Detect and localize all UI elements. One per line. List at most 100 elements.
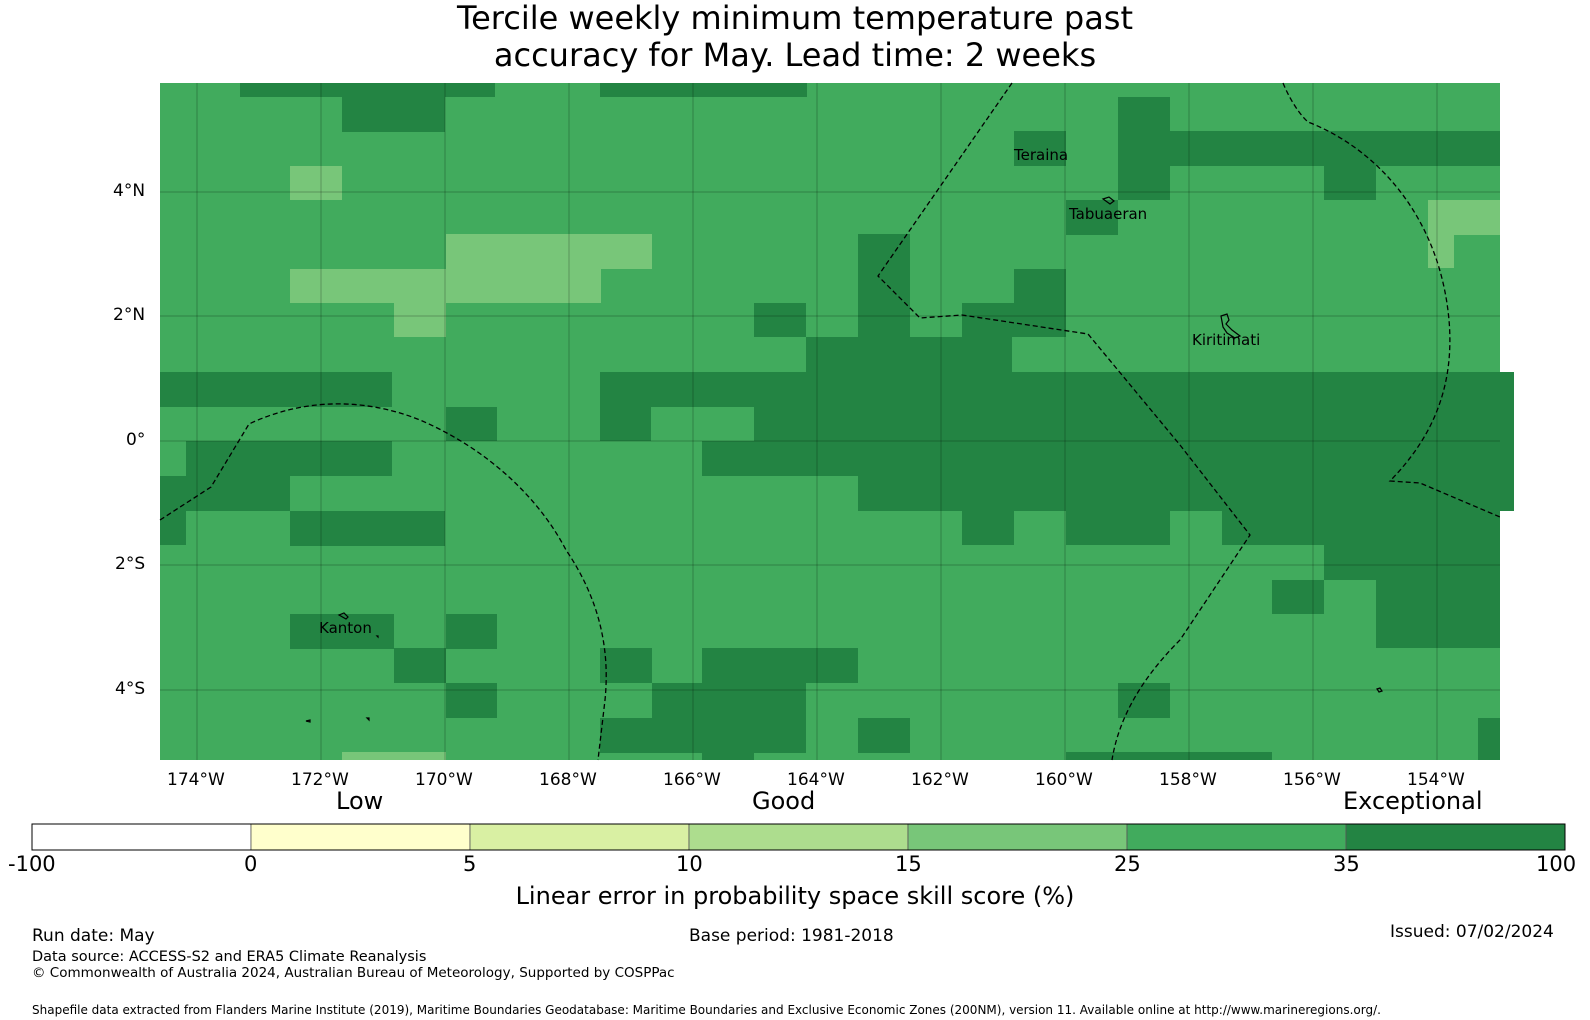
- skill-cell-exceptional: [858, 234, 910, 337]
- skill-cell-exceptional: [342, 83, 445, 132]
- title-line-1: Tercile weekly minimum temperature past: [456, 0, 1134, 37]
- x-tick-174w: 174°W: [167, 770, 225, 790]
- skill-cell-moderate: [290, 166, 342, 200]
- colorbar-segment: [250, 823, 471, 851]
- island-label-kanton: Kanton: [319, 619, 372, 637]
- eez-boundary-line-islands-west: [877, 82, 1251, 761]
- skill-cell-exceptional: [1066, 200, 1118, 235]
- y-tick-4s: 4°S: [115, 679, 146, 699]
- y-tick-4n: 4°N: [113, 181, 146, 201]
- skill-cell-moderate: [1428, 234, 1454, 268]
- skill-cell-exceptional: [290, 614, 394, 649]
- y-tick-0: 0°: [126, 430, 146, 450]
- skill-cell-exceptional: [1272, 580, 1324, 614]
- skill-cell-exceptional: [160, 372, 392, 407]
- colorbar-frame: [31, 823, 1566, 851]
- cb-tick-neg100: -100: [8, 852, 56, 876]
- skill-cell-exceptional: [702, 752, 754, 760]
- x-tick-162w: 162°W: [911, 770, 969, 790]
- cb-tick-10: 10: [676, 852, 703, 876]
- skill-cell-exceptional: [290, 511, 445, 546]
- skill-cell-good: [160, 407, 236, 441]
- x-tick-156w: 156°W: [1283, 770, 1341, 790]
- skill-cell-exceptional: [1170, 131, 1428, 166]
- skill-cell-exceptional: [858, 476, 1514, 511]
- skill-cell-exceptional: [702, 441, 1514, 476]
- skill-cell-exceptional: [1118, 683, 1170, 718]
- copyright: © Commonwealth of Australia 2024, Austra…: [32, 965, 675, 981]
- x-tick-154w: 154°W: [1407, 770, 1465, 790]
- skill-cell-moderate: [342, 752, 446, 760]
- colorbar-segment: [1126, 823, 1347, 851]
- x-tick-164w: 164°W: [787, 770, 845, 790]
- island-label-tabuaeran: Tabuaeran: [1069, 205, 1148, 223]
- skill-cell-moderate: [446, 269, 601, 303]
- colorbar-segments: [31, 823, 1566, 851]
- skill-cell-exceptional: [394, 648, 446, 683]
- skill-cell-exceptional: [1066, 752, 1272, 760]
- skill-cell-moderate: [1428, 200, 1500, 235]
- island-label-teraina: Teraina: [1014, 146, 1069, 164]
- island-small-4: [375, 635, 379, 639]
- colorbar: [31, 823, 1566, 851]
- skill-cell-moderate: [446, 234, 652, 269]
- category-good: Good: [752, 787, 816, 815]
- skill-cell-good: [652, 407, 754, 441]
- island-label-kiritimati: Kiritimati: [1192, 331, 1261, 349]
- shapefile-credit: Shapefile data extracted from Flanders M…: [32, 1003, 1381, 1017]
- cb-tick-25: 25: [1114, 852, 1141, 876]
- skill-cell-exceptional: [1324, 545, 1500, 580]
- x-tick-158w: 158°W: [1159, 770, 1217, 790]
- skill-cell-moderate: [394, 303, 446, 337]
- skill-cell-exceptional: [1222, 511, 1500, 545]
- island-kanton: [337, 612, 349, 620]
- island-small-3: [1376, 687, 1383, 693]
- eez-boundary-line-islands-east: [1282, 82, 1501, 518]
- skill-cell-exceptional: [858, 718, 910, 753]
- cb-tick-5: 5: [463, 852, 477, 876]
- skill-cell-exceptional: [600, 648, 652, 683]
- skill-cell-exceptional: [1014, 269, 1066, 337]
- eez-boundaries: [159, 82, 1501, 761]
- category-low: Low: [336, 787, 384, 815]
- issued-date: Issued: 07/02/2024: [1390, 922, 1554, 942]
- skill-cell-exceptional: [160, 476, 290, 511]
- category-exceptional: Exceptional: [1343, 787, 1483, 815]
- skill-cell-exceptional: [446, 407, 497, 441]
- colorbar-segment: [688, 823, 909, 851]
- x-tick-166w: 166°W: [663, 770, 721, 790]
- x-tick-160w: 160°W: [1035, 770, 1093, 790]
- cb-tick-15: 15: [895, 852, 922, 876]
- colorbar-segment: [907, 823, 1128, 851]
- skill-cell-exceptional: [1324, 166, 1376, 200]
- skill-cell-exceptional: [186, 441, 392, 476]
- skill-cell-exceptional: [600, 718, 806, 753]
- island-outlines: [305, 196, 1383, 723]
- cb-tick-35: 35: [1333, 852, 1360, 876]
- cb-tick-0: 0: [244, 852, 258, 876]
- data-source: Data source: ACCESS-S2 and ERA5 Climate …: [32, 949, 427, 965]
- base-period: Base period: 1981-2018: [689, 926, 894, 946]
- skill-cell-exceptional: [754, 407, 1514, 442]
- skill-cell-exceptional: [1014, 131, 1066, 166]
- x-tick-172w: 172°W: [291, 770, 349, 790]
- x-tick-170w: 170°W: [415, 770, 473, 790]
- skill-cell-good: [160, 441, 186, 476]
- skill-cell-exceptional: [1428, 131, 1500, 166]
- skill-cell-exceptional: [600, 83, 807, 97]
- skill-cell-exceptional: [754, 303, 806, 337]
- cb-tick-100: 100: [1536, 852, 1577, 876]
- skill-cells: [160, 83, 1514, 760]
- skill-cell-exceptional: [702, 648, 858, 683]
- graticule: [160, 83, 1500, 760]
- island-kiritimati: [1220, 313, 1242, 339]
- skill-cell-exceptional: [962, 303, 1014, 337]
- skill-cell-exceptional: [1118, 97, 1170, 200]
- map-title: Tercile weekly minimum temperature past …: [0, 0, 1590, 74]
- run-date: Run date: May: [32, 926, 155, 946]
- skill-cell-exceptional: [962, 511, 1014, 545]
- y-tick-2s: 2°S: [115, 554, 146, 574]
- skill-cell-exceptional: [1376, 580, 1500, 648]
- skill-cell-exceptional: [652, 683, 806, 718]
- island-small-1: [305, 719, 311, 723]
